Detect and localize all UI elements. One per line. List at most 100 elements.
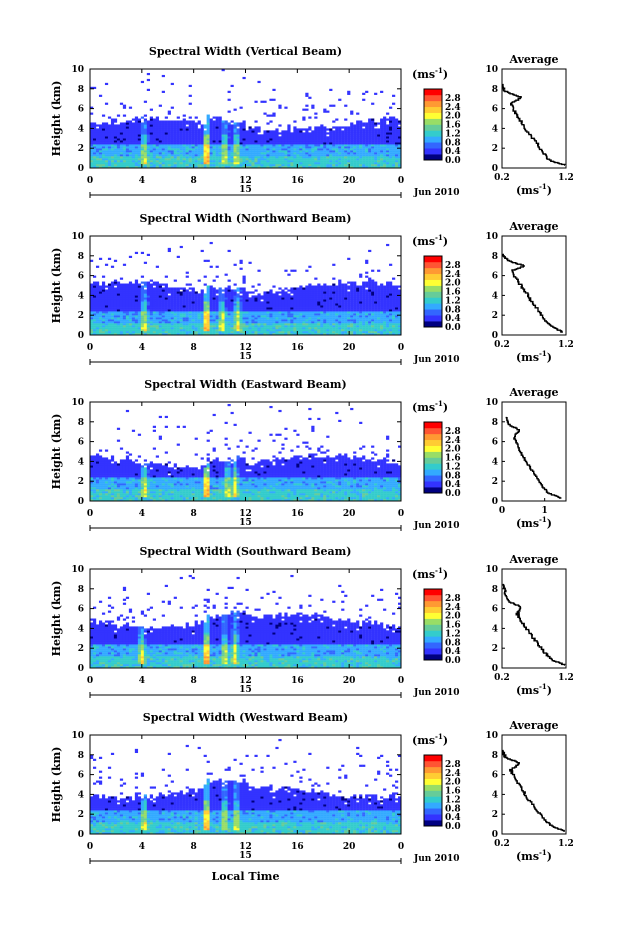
heatmap-cell [110, 283, 115, 286]
heatmap-cell [137, 313, 142, 316]
heatmap-cell [173, 148, 177, 151]
heatmap-cell [332, 132, 336, 135]
heatmap-cell [371, 118, 375, 121]
heatmap-cell [263, 321, 267, 324]
heatmap-cell [140, 142, 145, 145]
heatmap-cell [119, 164, 124, 167]
heatmap-cell [95, 309, 100, 312]
heatmap-cell [116, 287, 121, 290]
heatmap-cell [113, 160, 118, 163]
heatmap-cell [326, 144, 330, 147]
heatmap-cell [359, 333, 363, 336]
heatmap-cell [302, 325, 306, 328]
heatmap-cell [242, 166, 246, 169]
heatmap-cell [200, 249, 204, 253]
heatmap-cell [218, 124, 222, 127]
heatmap-cell [197, 307, 201, 310]
heatmap-cell [95, 295, 100, 298]
heatmap-cell [332, 299, 336, 302]
heatmap-cell [353, 327, 357, 330]
heatmap-cell [134, 321, 139, 324]
heatmap-cell [164, 325, 168, 328]
heatmap-cell [314, 164, 318, 167]
heatmap-cell [317, 295, 321, 298]
heatmap-cell [281, 299, 285, 302]
heatmap-cell [176, 162, 180, 165]
heatmap-cell [131, 146, 136, 149]
heatmap-cell [170, 327, 174, 330]
heatmap-cell [257, 297, 261, 300]
heatmap-cell [155, 307, 159, 310]
heatmap-cell [206, 313, 210, 316]
heatmap-cell [146, 166, 151, 169]
heatmap-cell [356, 299, 360, 302]
heatmap-cell [323, 138, 327, 141]
heatmap-cell [368, 144, 372, 147]
heatmap-cell [161, 124, 165, 127]
heatmap-cell [215, 307, 219, 310]
heatmap-cell [368, 162, 372, 165]
heatmap-cell [383, 124, 387, 127]
heatmap-cell [359, 132, 363, 135]
heatmap-cell [266, 313, 270, 316]
heatmap-cell [179, 333, 183, 336]
heatmap-cell [386, 148, 390, 151]
heatmap-cell [104, 140, 109, 143]
heatmap-cell [128, 297, 133, 300]
heatmap-cell [245, 293, 249, 296]
heatmap-cell [356, 152, 360, 155]
heatmap-cell [161, 327, 165, 330]
heatmap-cell [191, 325, 195, 328]
heatmap-cell [326, 148, 330, 151]
heatmap-cell [356, 162, 360, 165]
heatmap-cell [299, 323, 303, 326]
heatmap-cell [122, 134, 127, 137]
heatmap-cell [302, 311, 306, 314]
heatmap-cell [308, 116, 312, 119]
heatmap-cell [173, 295, 177, 298]
heatmap-cell [350, 291, 354, 294]
heatmap-cell [353, 160, 357, 163]
heatmap-cell [371, 307, 375, 310]
heatmap-cell [152, 144, 156, 147]
heatmap-cell [182, 126, 186, 129]
heatmap-cell [140, 329, 145, 332]
heatmap-cell [215, 275, 219, 278]
heatmap-cell [122, 283, 127, 286]
heatmap-cell [146, 126, 151, 129]
heatmap-cell [200, 293, 204, 296]
heatmap-cell [356, 293, 360, 296]
heatmap-cell [263, 140, 267, 143]
heatmap-cell [155, 289, 159, 292]
heatmap-cell [242, 148, 246, 151]
heatmap-cell [245, 291, 249, 294]
heatmap-cell [107, 333, 112, 336]
heatmap-cell [383, 132, 387, 135]
heatmap-cell [143, 142, 148, 145]
heatmap-cell [251, 325, 255, 328]
heatmap-cell [152, 126, 156, 129]
heatmap-cell [398, 146, 402, 149]
heatmap-cell [386, 130, 390, 133]
heatmap-cell [140, 162, 145, 165]
heatmap-cell [242, 164, 246, 167]
heatmap-cell [380, 150, 384, 153]
heatmap-cell [152, 321, 156, 324]
heatmap-cell [107, 293, 112, 296]
heatmap-cell [176, 152, 180, 155]
heatmap-cell [302, 154, 306, 157]
heatmap-cell [131, 319, 136, 322]
heatmap-cell [140, 307, 145, 310]
heatmap-cell [143, 122, 148, 125]
heatmap-cell [263, 299, 267, 302]
heatmap-cell [308, 138, 312, 141]
heatmap-cell [137, 150, 142, 153]
heatmap-cell [209, 303, 213, 306]
heatmap-cell [125, 297, 130, 300]
heatmap-cell [344, 156, 348, 159]
heatmap-cell [281, 142, 285, 145]
heatmap-cell [128, 313, 133, 316]
heatmap-cell [149, 289, 153, 292]
heatmap-cell [227, 126, 231, 129]
heatmap-cell [311, 311, 315, 314]
